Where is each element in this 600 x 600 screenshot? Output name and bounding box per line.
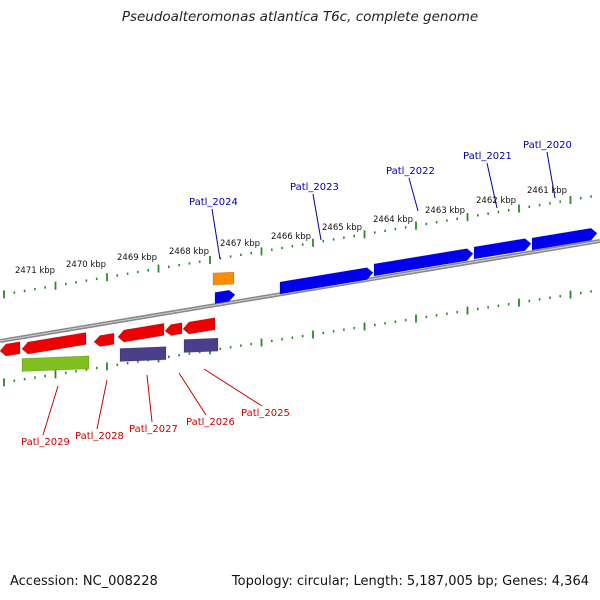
gene-label-reverse: Patl_2028: [75, 431, 124, 442]
gene-label-forward: Patl_2022: [386, 166, 435, 177]
label-leader-lines: [42, 151, 556, 436]
feature-patl-2025-purple: [183, 337, 219, 353]
gene-patl-2028: [93, 332, 115, 347]
gene-patl-2025: [182, 317, 216, 335]
gene-label-forward: Patl_2020: [523, 140, 572, 151]
leader-line-forward: [211, 208, 221, 260]
scale-label: 2466 kbp: [271, 232, 311, 242]
scale-label: 2467 kbp: [220, 239, 260, 249]
accession-text: Accession: NC_008228: [10, 574, 158, 589]
genome-backbone: [0, 239, 600, 343]
leader-line-reverse: [146, 374, 153, 423]
gene-label-reverse: Patl_2025: [241, 408, 290, 419]
gene-patl-2021: [473, 238, 532, 260]
gene-label-forward: Patl_2024: [189, 197, 238, 208]
gene-patl-2027: [117, 323, 165, 343]
scale-label: 2463 kbp: [425, 206, 465, 216]
scale-label: 2465 kbp: [322, 223, 362, 233]
leader-line-forward: [408, 177, 419, 212]
leader-line-reverse: [203, 368, 263, 407]
feature-patl-2029-green: [21, 355, 90, 372]
leader-line-forward: [486, 162, 498, 209]
labels: 2461 kbp 2462 kbp 2463 kbp 2464 kbp 2465 kbp…: [15, 140, 572, 448]
scale-label: 2470 kbp: [66, 260, 106, 270]
leader-line-reverse: [42, 385, 59, 436]
gene-features: [0, 227, 598, 372]
genome-stats-text: Topology: circular; Length: 5,187,005 bp…: [231, 574, 589, 589]
tick-marks: [3, 195, 592, 387]
gene-label-reverse: Patl_2029: [21, 437, 70, 448]
leader-line-forward: [546, 151, 556, 199]
gene-label-reverse: Patl_2026: [186, 417, 235, 428]
leader-line-reverse: [96, 379, 108, 430]
gene-patl-2022: [373, 248, 474, 277]
scale-label: 2469 kbp: [117, 253, 157, 263]
leader-line-reverse: [178, 372, 207, 416]
feature-patl-2024-orange: [212, 271, 235, 286]
gene-patl-2024: [214, 289, 236, 304]
gene-label-forward: Patl_2021: [463, 151, 512, 162]
leader-line-forward: [312, 193, 322, 241]
scale-label: 2461 kbp: [527, 186, 567, 196]
gene-patl-2020: [531, 227, 598, 251]
feature-patl-2027-purple: [119, 346, 167, 362]
backbone-highlight: [0, 240, 600, 342]
gene-patl-2026: [164, 322, 183, 336]
scale-label: 2462 kbp: [476, 196, 516, 206]
scale-label: 2468 kbp: [169, 247, 209, 257]
gene-patl-2029: [21, 332, 87, 355]
scale-label: 2471 kbp: [15, 266, 55, 276]
gene-patl-2023: [279, 267, 374, 295]
gene-label-reverse: Patl_2027: [129, 424, 178, 435]
scale-label: 2464 kbp: [373, 215, 413, 225]
page-title: Pseudoalteromonas atlantica T6c, complet…: [121, 9, 479, 25]
gene-patl-2029-part: [0, 341, 21, 357]
gene-label-forward: Patl_2023: [290, 182, 339, 193]
